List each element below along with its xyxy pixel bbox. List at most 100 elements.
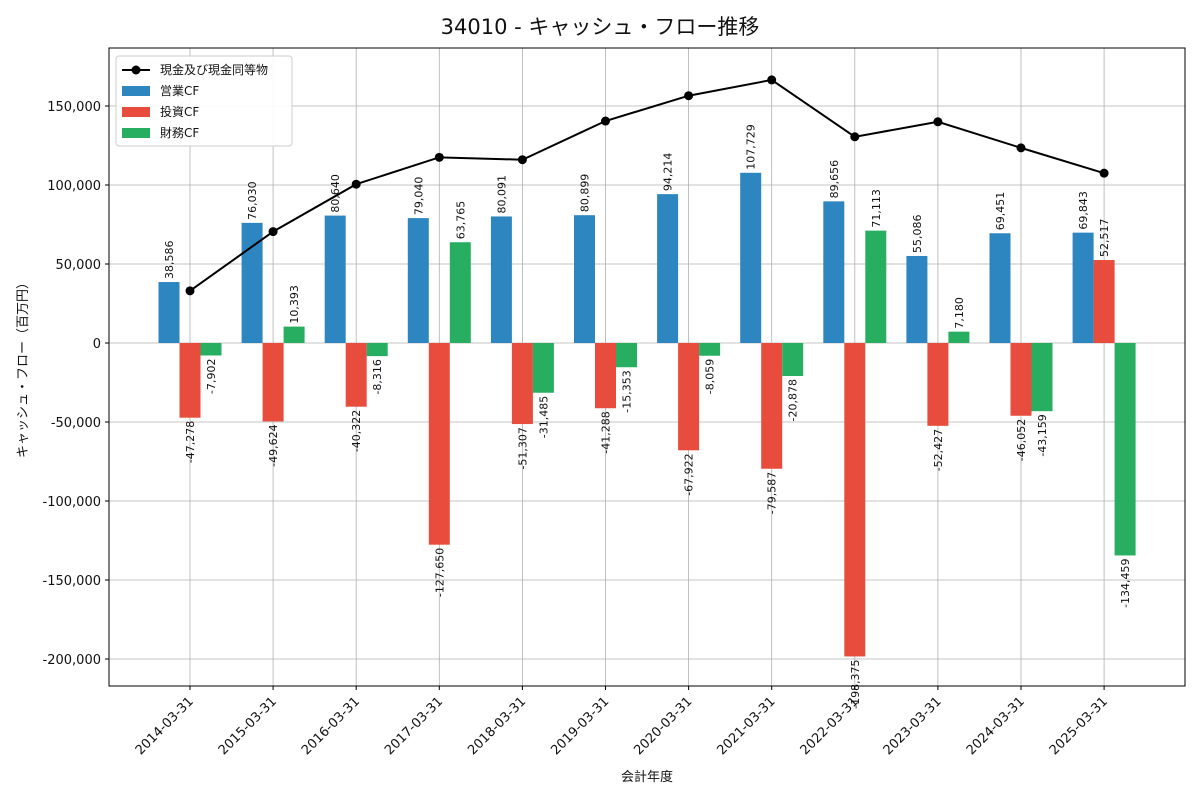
legend-label: 財務CF <box>160 125 199 140</box>
bar-value-label: 7,180 <box>953 297 966 329</box>
bar-value-label: 38,586 <box>163 241 176 280</box>
legend-swatch <box>122 107 150 117</box>
bar-投資CF <box>678 343 700 451</box>
x-tick-label: 2024-03-31 <box>964 694 1028 758</box>
bar-value-label: -7,902 <box>205 358 218 393</box>
legend-box <box>115 55 293 147</box>
bar-value-label: -46,052 <box>1015 419 1028 461</box>
line-point <box>850 132 860 142</box>
bar-財務CF <box>699 343 721 356</box>
bar-value-label: -67,922 <box>683 453 696 495</box>
bars <box>158 172 1136 657</box>
line-point <box>1016 143 1026 153</box>
bar-営業CF <box>906 255 928 343</box>
y-tick-label: 50,000 <box>56 258 102 273</box>
bar-value-label: 69,451 <box>994 192 1007 231</box>
bar-value-label: 80,091 <box>495 175 508 214</box>
line-point <box>185 286 195 296</box>
bar-value-label: -15,353 <box>621 370 634 412</box>
y-tick-label: -100,000 <box>43 495 101 510</box>
bar-value-label: -51,307 <box>516 427 529 469</box>
bar-営業CF <box>158 282 180 343</box>
bar-value-label: 76,030 <box>246 181 259 220</box>
legend-label: 投資CF <box>160 104 199 119</box>
bar-value-label: -31,485 <box>537 396 550 438</box>
line-point <box>351 179 361 189</box>
bar-営業CF <box>1072 232 1094 343</box>
bar-投資CF <box>844 343 866 657</box>
bar-財務CF <box>616 343 637 368</box>
bar-財務CF <box>283 326 305 343</box>
x-tick-label: 2022-03-31 <box>798 694 862 758</box>
bar-財務CF <box>366 343 388 357</box>
x-tick-label: 2017-03-31 <box>382 694 446 758</box>
x-tick-label: 2023-03-31 <box>881 694 945 758</box>
bar-value-label: 55,086 <box>911 214 924 253</box>
line-point <box>684 91 694 101</box>
bar-labels: 38,586 76,030 80,640 79,040 80,091 80,899 94,2… <box>163 124 1132 709</box>
bar-value-label: -79,587 <box>766 472 779 514</box>
y-tick-label: -150,000 <box>43 574 101 589</box>
bar-財務CF <box>865 230 887 343</box>
bar-value-label: -52,427 <box>932 429 945 471</box>
y-tick-label: -50,000 <box>51 416 101 431</box>
y-tick-label: 150,000 <box>47 100 101 115</box>
bar-value-label: -49,624 <box>267 424 280 466</box>
bar-投資CF <box>595 343 616 409</box>
y-tick-label: -200,000 <box>43 653 101 668</box>
bar-投資CF <box>1093 260 1115 343</box>
bar-value-label: 80,899 <box>579 174 592 213</box>
bar-value-label: 94,214 <box>662 153 675 192</box>
bar-value-label: -40,322 <box>350 410 363 452</box>
chart-title: 34010 - キャッシュ・フロー推移 <box>441 15 760 39</box>
x-axis-label: 会計年度 <box>621 769 673 785</box>
bar-value-label: -134,459 <box>1119 558 1132 607</box>
x-tick-label: 2019-03-31 <box>548 694 612 758</box>
bar-営業CF <box>823 201 845 343</box>
bar-value-label: -47,278 <box>184 421 197 463</box>
bar-value-label: 10,393 <box>288 285 301 324</box>
bar-value-label: 89,656 <box>828 160 841 199</box>
bar-営業CF <box>574 215 595 343</box>
x-tick-label: 2021-03-31 <box>714 694 778 758</box>
bar-value-label: 63,765 <box>454 201 467 240</box>
legend-swatch <box>122 86 150 96</box>
x-tick-label: 2025-03-31 <box>1047 694 1111 758</box>
bar-value-label: 69,843 <box>1077 191 1090 230</box>
y-tick-label: 100,000 <box>47 179 101 194</box>
bar-財務CF <box>1114 343 1136 556</box>
bar-営業CF <box>490 216 512 343</box>
bar-財務CF <box>1031 343 1053 412</box>
bar-value-label: 52,517 <box>1098 219 1111 258</box>
bar-投資CF <box>1010 343 1032 416</box>
bar-value-label: -8,316 <box>371 359 384 394</box>
bar-営業CF <box>241 222 263 343</box>
bar-投資CF <box>262 343 284 422</box>
line-point <box>767 75 777 85</box>
bar-営業CF <box>657 194 679 343</box>
x-tick-label: 2015-03-31 <box>216 694 280 758</box>
bar-投資CF <box>927 343 949 426</box>
x-tick-label: 2016-03-31 <box>299 694 363 758</box>
bar-value-label: -20,878 <box>787 379 800 421</box>
bar-投資CF <box>511 343 533 425</box>
line-point <box>1099 168 1109 178</box>
line-point <box>933 117 943 127</box>
bar-営業CF <box>989 233 1011 343</box>
bar-投資CF <box>428 343 450 545</box>
plot-frame <box>108 47 1186 687</box>
x-axis: 2014-03-31 2015-03-31 2016-03-31 2017-03-31… <box>133 686 1111 758</box>
bar-value-label: -127,650 <box>433 548 446 597</box>
x-tick-label: 2018-03-31 <box>465 694 529 758</box>
bar-value-label: -41,288 <box>600 411 613 453</box>
bar-value-label: -198,375 <box>849 659 862 708</box>
bar-value-label: 107,729 <box>745 124 758 170</box>
legend-swatch <box>122 128 150 138</box>
bar-財務CF <box>532 343 554 393</box>
bar-営業CF <box>740 172 762 343</box>
cash-line <box>185 75 1109 296</box>
bar-value-label: 80,640 <box>329 174 342 213</box>
bar-value-label: -8,059 <box>704 359 717 394</box>
bar-営業CF <box>407 218 429 343</box>
